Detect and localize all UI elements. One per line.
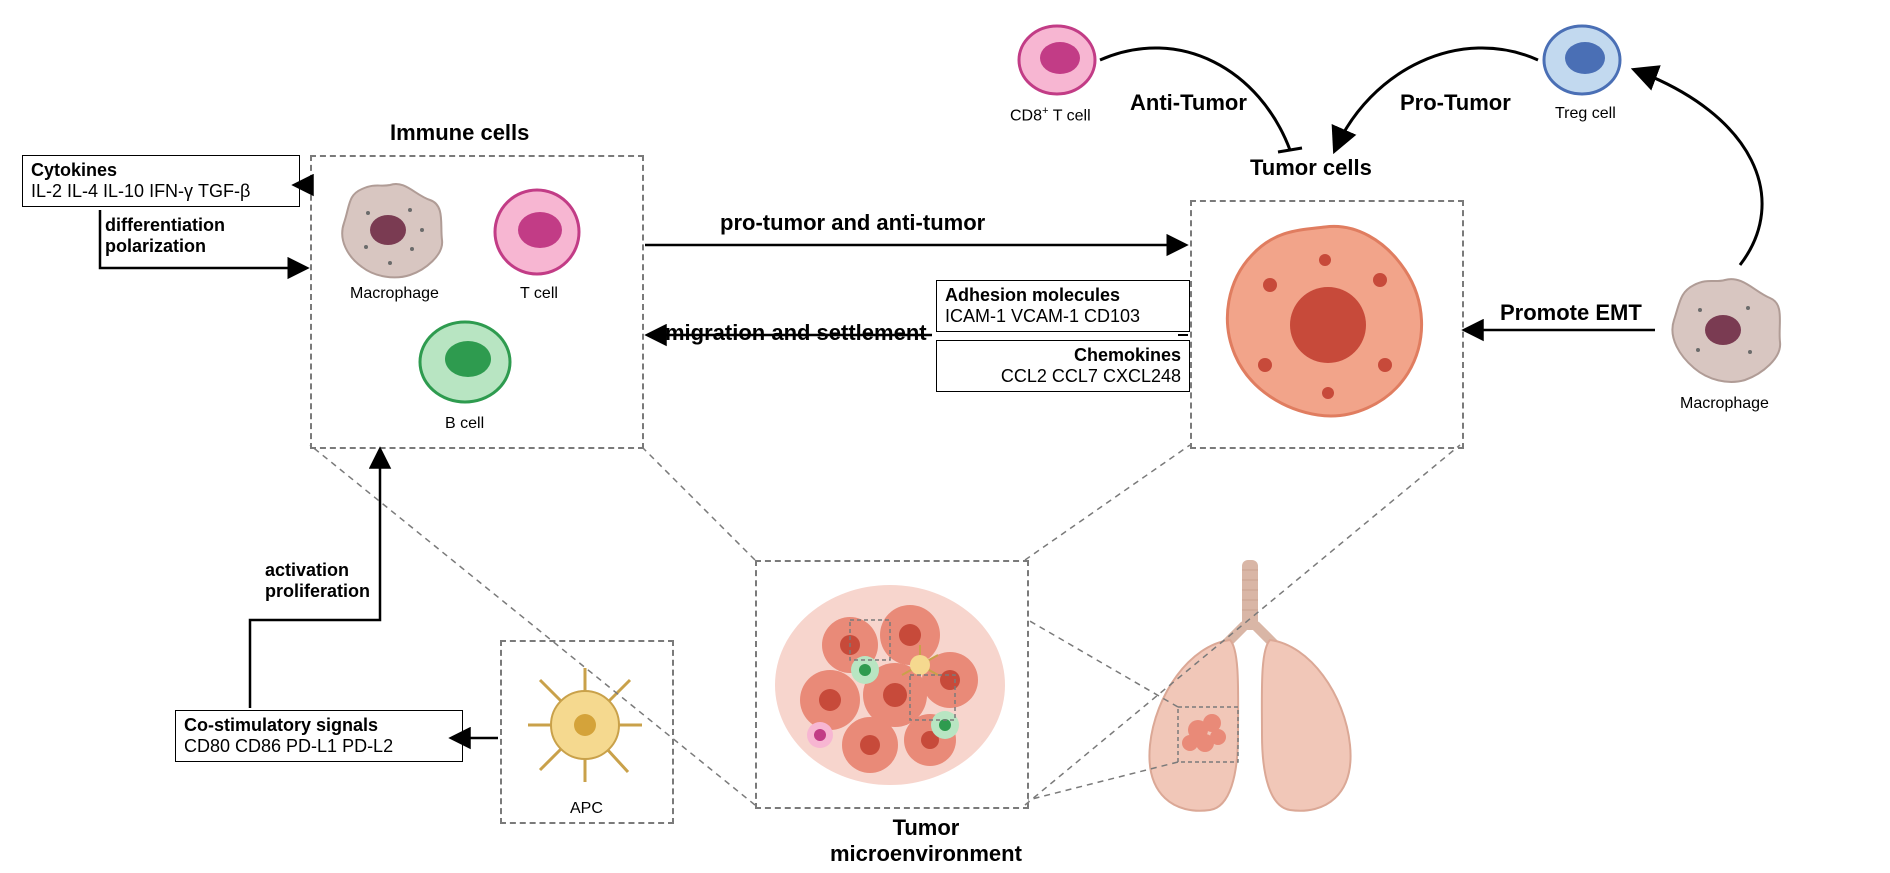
- chemokines-box: Chemokines CCL2 CCL7 CXCL248: [936, 340, 1190, 392]
- costim-title: Co-stimulatory signals: [184, 715, 454, 736]
- chemokines-body: CCL2 CCL7 CXCL248: [945, 366, 1181, 387]
- diff-pol-label: differentiation polarization: [105, 215, 225, 257]
- macrophage-right-cell: [1660, 270, 1790, 390]
- treg-label: Treg cell: [1555, 105, 1616, 123]
- b-cell-label: B cell: [445, 415, 484, 433]
- migration-label: migration and settlement: [665, 320, 927, 346]
- macrophage-left-label: Macrophage: [350, 285, 439, 303]
- apc-cell: [520, 660, 650, 790]
- adhesion-box: Adhesion molecules ICAM-1 VCAM-1 CD103: [936, 280, 1190, 332]
- b-cell: [415, 315, 515, 410]
- adhesion-body: ICAM-1 VCAM-1 CD103: [945, 306, 1181, 327]
- immune-cells-title: Immune cells: [390, 120, 529, 146]
- promote-emt-label: Promote EMT: [1500, 300, 1642, 326]
- adhesion-title: Adhesion molecules: [945, 285, 1181, 306]
- macrophage-left-cell: [330, 175, 450, 285]
- t-cell: [490, 185, 585, 280]
- tme-title: Tumor microenvironment: [830, 815, 1022, 867]
- costim-box: Co-stimulatory signals CD80 CD86 PD-L1 P…: [175, 710, 463, 762]
- act-prolif-label: activation proliferation: [265, 560, 370, 602]
- tumor-main-cell: [1210, 215, 1440, 430]
- chemokines-title: Chemokines: [945, 345, 1181, 366]
- pro-tumor-label: Pro-Tumor: [1400, 90, 1511, 116]
- treg-cell: [1540, 20, 1625, 100]
- cd8-cell: [1015, 20, 1100, 100]
- macrophage-right-label: Macrophage: [1680, 395, 1769, 413]
- cytokines-title: Cytokines: [31, 160, 291, 181]
- cytokines-body: IL-2 IL-4 IL-10 IFN-γ TGF-β: [31, 181, 291, 202]
- t-cell-label: T cell: [520, 285, 558, 303]
- pro-anti-label: pro-tumor and anti-tumor: [720, 210, 985, 236]
- cytokines-box: Cytokines IL-2 IL-4 IL-10 IFN-γ TGF-β: [22, 155, 300, 207]
- lungs: [1120, 555, 1380, 825]
- diagram-stage: Immune cells Macrophage T cell B cell Cy…: [0, 0, 1890, 873]
- apc-label: APC: [570, 800, 603, 818]
- tumor-cells-title: Tumor cells: [1250, 155, 1372, 181]
- costim-body: CD80 CD86 PD-L1 PD-L2: [184, 736, 454, 757]
- anti-tumor-label: Anti-Tumor: [1130, 90, 1247, 116]
- cd8-label: CD8+ T cell: [1010, 105, 1091, 125]
- tumor-cluster: [770, 575, 1010, 795]
